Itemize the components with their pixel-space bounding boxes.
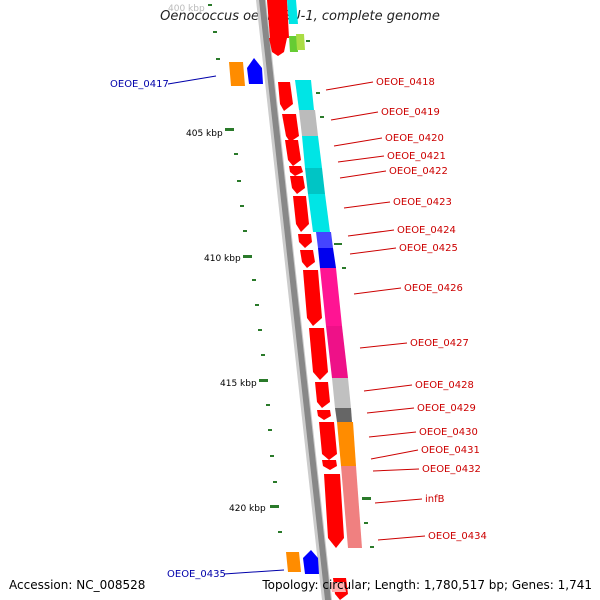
gene-label-oeoe-0421[interactable]: OEOE_0421: [387, 151, 446, 162]
map-title: Oenococcus oeni PSU-1, complete genome: [160, 9, 440, 24]
gene-label-oeoe-0432[interactable]: OEOE_0432: [422, 464, 481, 475]
category-block-teal: [305, 168, 325, 194]
gene-label-oeoe-0426[interactable]: OEOE_0426: [404, 283, 463, 294]
category-block-cyan: [302, 136, 322, 168]
category-block-grey: [332, 378, 351, 408]
gene-label-oeoe-0431[interactable]: OEOE_0431: [421, 445, 480, 456]
cds-arrow: [319, 422, 337, 460]
top-feature-3: [289, 36, 298, 52]
cds-arrow: [298, 234, 312, 248]
cds-arrow: [315, 382, 330, 408]
gene-label-oeoe-0422[interactable]: OEOE_0422: [389, 166, 448, 177]
top-feature-4: [296, 34, 305, 50]
feature-0435-orange: [286, 552, 301, 572]
category-block-magenta: [320, 268, 342, 326]
cds-arrow: [289, 166, 303, 176]
cds-arrow: [290, 176, 305, 194]
cds-arrow: [324, 474, 344, 548]
top-feature-1: [267, 0, 289, 38]
top-feature-5: [269, 38, 287, 56]
feature-0435-blue: [303, 550, 319, 574]
scale-label-410: 410 kbp: [204, 254, 241, 264]
gene-label-oeoe-0425[interactable]: OEOE_0425: [399, 243, 458, 254]
gene-label-oeoe-0419[interactable]: OEOE_0419: [381, 107, 440, 118]
category-block-dark-grey: [335, 408, 352, 422]
category-block-blue: [318, 248, 336, 268]
category-block-cyan: [295, 80, 314, 110]
cds-arrow: [309, 328, 328, 380]
category-block-cyan: [308, 194, 330, 232]
gene-label-oeoe-0430[interactable]: OEOE_0430: [419, 427, 478, 438]
gene-label-oeoe-0417[interactable]: OEOE_0417: [110, 79, 169, 90]
feature-0417-orange: [229, 62, 245, 86]
genome-summary-text: Topology: circular; Length: 1,780,517 bp…: [262, 578, 592, 592]
cds-arrow: [278, 82, 293, 111]
gene-label-oeoe-0435[interactable]: OEOE_0435: [167, 569, 226, 580]
cds-arrow: [300, 250, 315, 268]
gene-label-oeoe-0418[interactable]: OEOE_0418: [376, 77, 435, 88]
gene-label-oeoe-0429[interactable]: OEOE_0429: [417, 403, 476, 414]
top-feature-2: [287, 0, 298, 24]
cds-arrow: [282, 114, 299, 142]
bottom-partial-feature: [330, 582, 346, 592]
feature-0417-blue: [247, 58, 263, 84]
cds-arrow: [303, 270, 322, 326]
category-block-blue-light: [316, 232, 333, 248]
category-block-magenta-dark: [326, 326, 348, 378]
accession-text: Accession: NC_008528: [9, 578, 146, 592]
category-block-pink: [341, 466, 362, 548]
gene-label-oeoe-0424[interactable]: OEOE_0424: [397, 225, 456, 236]
callout-lines-reverse: [167, 75, 285, 575]
scale-label-420: 420 kbp: [229, 504, 266, 514]
cds-arrow: [293, 196, 309, 232]
callout-lines: [325, 81, 426, 541]
category-block-grey: [299, 110, 318, 136]
tick-marks: [208, 4, 374, 548]
gene-label-oeoe-0420[interactable]: OEOE_0420: [385, 133, 444, 144]
gene-label-oeoe-0428[interactable]: OEOE_0428: [415, 380, 474, 391]
gene-label-oeoe-0423[interactable]: OEOE_0423: [393, 197, 452, 208]
cds-arrow: [285, 140, 301, 166]
scale-label-405: 405 kbp: [186, 129, 223, 139]
backbone: [259, 0, 331, 600]
gene-label-infb[interactable]: infB: [425, 494, 445, 505]
scale-label-415: 415 kbp: [220, 379, 257, 389]
scale-label-400: 400 kbp: [168, 4, 205, 14]
gene-label-oeoe-0434[interactable]: OEOE_0434: [428, 531, 487, 542]
cds-arrow: [322, 460, 337, 470]
category-block-orange: [337, 422, 356, 466]
cds-arrow: [317, 410, 331, 420]
gene-label-oeoe-0427[interactable]: OEOE_0427: [410, 338, 469, 349]
